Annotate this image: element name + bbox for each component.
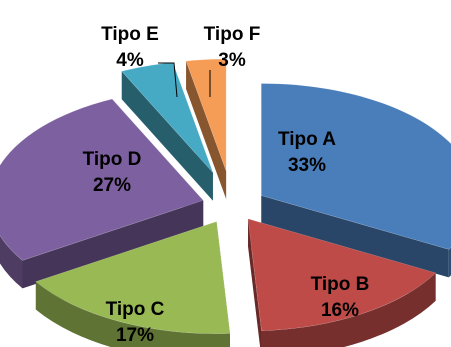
label-tipo-b-category: Tipo B [311, 274, 370, 295]
label-tipo-f-percent: 3% [218, 50, 246, 71]
label-tipo-a-percent: 33% [288, 155, 326, 176]
slice-tipo-d-top [0, 98, 204, 261]
leader-line-tipo-e [158, 62, 178, 98]
label-tipo-f-category: Tipo F [204, 24, 261, 45]
label-tipo-c-category: Tipo C [106, 299, 165, 320]
slice-tipo-b-top [247, 218, 437, 332]
slice-tipo-f-top [185, 58, 227, 172]
slice-tipo-f-side-start [186, 61, 227, 200]
slice-tipo-d-side-start [22, 200, 204, 289]
label-tipo-a-category: Tipo A [278, 129, 336, 150]
label-tipo-d-percent: 27% [93, 175, 131, 196]
slice-tipo-f [185, 58, 227, 200]
slice-tipo-b-side-end [248, 218, 262, 347]
slice-tipo-b [247, 218, 437, 347]
label-tipo-e-category: Tipo E [101, 24, 159, 45]
slice-tipo-a-rim [448, 247, 451, 278]
pie-slices [0, 58, 451, 347]
leader-lines [158, 62, 211, 98]
slice-tipo-d-rim [0, 235, 23, 289]
slice-tipo-a [260, 83, 451, 278]
slice-labels: Tipo A 33% Tipo B 16% Tipo C 17% Tipo D 27% Tipo… [83, 24, 370, 346]
slice-tipo-a-top [260, 83, 451, 250]
slice-tipo-b-rim [261, 272, 436, 347]
slice-tipo-e-side-start [121, 71, 213, 201]
label-tipo-e-percent: 4% [116, 50, 144, 71]
label-tipo-c-percent: 17% [116, 325, 154, 346]
slice-tipo-c-rim [35, 281, 231, 347]
label-tipo-d-category: Tipo D [83, 149, 142, 170]
slice-tipo-a-side-end [261, 195, 449, 278]
slice-tipo-c [35, 221, 231, 347]
slice-tipo-d [0, 98, 204, 289]
slice-tipo-e [121, 62, 214, 201]
label-tipo-b-percent: 16% [321, 300, 359, 321]
slice-tipo-c-top [35, 221, 231, 334]
